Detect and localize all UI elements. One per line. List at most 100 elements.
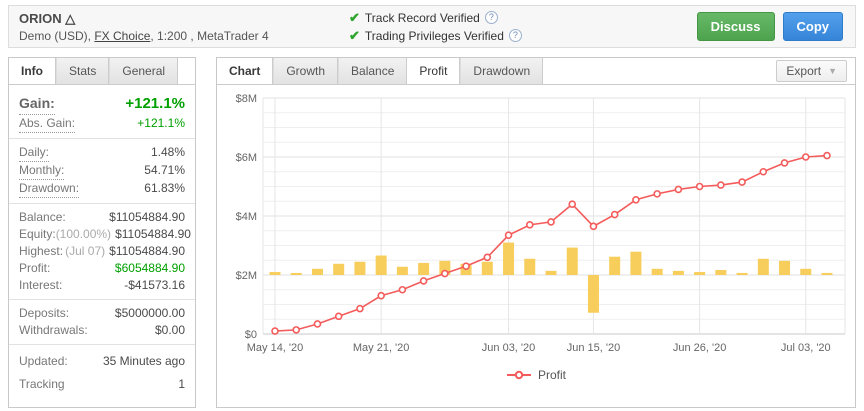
stat-row: Monthly: 54.71% bbox=[19, 162, 185, 180]
svg-text:Jun 26, '20: Jun 26, '20 bbox=[673, 342, 726, 354]
svg-text:$4M: $4M bbox=[236, 211, 257, 223]
stat-label: Highest: bbox=[19, 244, 64, 258]
tabbar-spacer bbox=[543, 58, 776, 84]
svg-text:$2M: $2M bbox=[236, 270, 257, 282]
tab-general[interactable]: General bbox=[109, 58, 179, 84]
stat-value: -$41573.16 bbox=[124, 278, 185, 292]
checkmark-icon: ✔ bbox=[349, 9, 360, 25]
account-header: ORION △ Demo (USD), FX Choice, 1:200 , M… bbox=[8, 5, 856, 48]
stat-row: Abs. Gain: +121.1% bbox=[19, 115, 185, 133]
stat-label: Interest: bbox=[19, 278, 63, 292]
stat-row: Profit: $6054884.90 bbox=[19, 260, 185, 277]
stat-value: +121.1% bbox=[125, 95, 185, 112]
broker-link[interactable]: FX Choice bbox=[94, 28, 151, 43]
stat-label[interactable]: Drawdown: bbox=[19, 180, 80, 198]
stat-label[interactable]: Gain: bbox=[19, 92, 55, 115]
svg-text:$0: $0 bbox=[245, 329, 257, 341]
account-title: ORION △ bbox=[19, 11, 349, 27]
divider bbox=[9, 299, 195, 300]
stat-value: 1.48% bbox=[150, 145, 185, 159]
stat-row: Tracking 1 bbox=[19, 373, 185, 396]
stat-value: $0.00 bbox=[154, 323, 185, 337]
tab-chart[interactable]: Chart bbox=[217, 58, 274, 84]
copy-button[interactable]: Copy bbox=[782, 12, 843, 41]
stat-row: Gain: +121.1% bbox=[19, 92, 185, 115]
chart-legend[interactable]: Profit bbox=[217, 368, 855, 382]
account-identity: ORION △ Demo (USD), FX Choice, 1:200 , M… bbox=[9, 11, 349, 43]
help-icon[interactable]: ? bbox=[484, 11, 498, 24]
divider bbox=[9, 344, 195, 345]
stat-value-group: 35 Minutes ago bbox=[103, 350, 185, 373]
discuss-button[interactable]: Discuss bbox=[696, 12, 775, 41]
stat-value: $6054884.90 bbox=[114, 261, 185, 275]
stat-value-group: +121.1% bbox=[137, 115, 185, 132]
stat-row: Equity: (100.00%) $11054884.90 bbox=[19, 226, 191, 243]
account-leverage-platform: , 1:200 , MetaTrader 4 bbox=[150, 28, 269, 43]
stat-label[interactable]: Monthly: bbox=[19, 162, 65, 180]
svg-text:$6M: $6M bbox=[236, 152, 257, 164]
stat-value: $11054884.90 bbox=[115, 227, 191, 241]
tab-growth[interactable]: Growth bbox=[273, 58, 339, 84]
tab-drawdown[interactable]: Drawdown bbox=[460, 58, 544, 84]
profit-chart[interactable]: $0 $2M $4M $6M $8M May 14, '20 May 21, '20 Jun … bbox=[217, 85, 853, 361]
verification-badges: ✔ Track Record Verified ? ✔ Trading Priv… bbox=[349, 10, 697, 44]
stat-label: Updated: bbox=[19, 354, 68, 368]
stat-value: 61.83% bbox=[144, 181, 185, 195]
export-dropdown[interactable]: Export ▼ bbox=[776, 60, 847, 82]
stat-value: 35 Minutes ago bbox=[102, 354, 185, 368]
account-subtitle: Demo (USD), FX Choice, 1:200 , MetaTrade… bbox=[19, 29, 349, 43]
stat-row: Highest: (Jul 07) $11054884.90 bbox=[19, 243, 185, 260]
trading-privileges-verified-label: Trading Privileges Verified bbox=[364, 28, 504, 43]
stat-value-group: $5000000.00 bbox=[115, 305, 185, 322]
info-tabbar: Info Stats General bbox=[9, 58, 195, 85]
svg-text:Jul 03, '20: Jul 03, '20 bbox=[781, 342, 831, 354]
stat-value: 54.71% bbox=[144, 163, 185, 177]
tab-profit[interactable]: Profit bbox=[407, 58, 461, 84]
stat-value-group: 1 bbox=[178, 373, 185, 396]
stat-value-prefix: (100.00%) bbox=[55, 227, 112, 241]
svg-text:Jun 03, '20: Jun 03, '20 bbox=[482, 342, 535, 354]
stat-value-group: 61.83% bbox=[144, 180, 185, 197]
stat-row: Withdrawals: $0.00 bbox=[19, 322, 185, 339]
legend-label: Profit bbox=[537, 368, 566, 382]
account-name: ORION bbox=[19, 10, 62, 26]
stat-row: Updated: 35 Minutes ago bbox=[19, 350, 185, 373]
stat-value-prefix: (Jul 07) bbox=[65, 244, 106, 258]
stat-value-group: +121.1% bbox=[125, 93, 185, 115]
trading-privileges-verified-row: ✔ Trading Privileges Verified ? bbox=[349, 28, 697, 44]
chart-body: $0 $2M $4M $6M $8M May 14, '20 May 21, '20 Jun … bbox=[217, 85, 855, 382]
export-label: Export bbox=[786, 64, 822, 78]
chart-tabbar: Chart Growth Balance Profit Drawdown Export ▼ bbox=[217, 58, 855, 85]
info-panel: Info Stats General Gain: +121.1% Abs. Gain: +… bbox=[8, 57, 196, 408]
help-icon[interactable]: ? bbox=[508, 29, 522, 42]
stat-row: Deposits: $5000000.00 bbox=[19, 305, 185, 322]
stat-label: Deposits: bbox=[19, 306, 70, 320]
stat-value-group: (100.00%) $11054884.90 bbox=[56, 226, 191, 243]
divider bbox=[9, 138, 195, 139]
header-actions: Discuss Copy bbox=[696, 12, 855, 41]
stat-value: $5000000.00 bbox=[114, 306, 185, 320]
chevron-down-icon: ▼ bbox=[828, 66, 837, 76]
stat-label: Equity: bbox=[19, 227, 56, 241]
stat-value-group: 54.71% bbox=[144, 162, 185, 179]
tab-info[interactable]: Info bbox=[9, 58, 56, 84]
stat-label[interactable]: Daily: bbox=[19, 144, 50, 162]
stat-value: $11054884.90 bbox=[109, 244, 185, 258]
svg-text:May 21, '20: May 21, '20 bbox=[353, 342, 410, 354]
chart-panel: Chart Growth Balance Profit Drawdown Export ▼ … bbox=[216, 57, 856, 408]
main-content: Info Stats General Gain: +121.1% Abs. Gain: +… bbox=[8, 57, 856, 408]
stat-label[interactable]: Abs. Gain: bbox=[19, 115, 76, 133]
stat-value-group: $0.00 bbox=[155, 322, 185, 339]
stat-row: Interest: -$41573.16 bbox=[19, 277, 185, 294]
svg-text:Jun 15, '20: Jun 15, '20 bbox=[567, 342, 620, 354]
stat-value: 1 bbox=[178, 377, 185, 391]
stat-value-group: $11054884.90 bbox=[109, 209, 185, 226]
stat-label: Profit: bbox=[19, 261, 51, 275]
info-rows: Gain: +121.1% Abs. Gain: +121.1% Daily: 1.48%… bbox=[9, 85, 195, 396]
svg-text:May 14, '20: May 14, '20 bbox=[247, 342, 304, 354]
track-record-verified-row: ✔ Track Record Verified ? bbox=[349, 10, 697, 26]
tab-stats[interactable]: Stats bbox=[56, 58, 110, 84]
stat-row: Balance: $11054884.90 bbox=[19, 209, 185, 226]
tab-balance[interactable]: Balance bbox=[338, 58, 408, 84]
